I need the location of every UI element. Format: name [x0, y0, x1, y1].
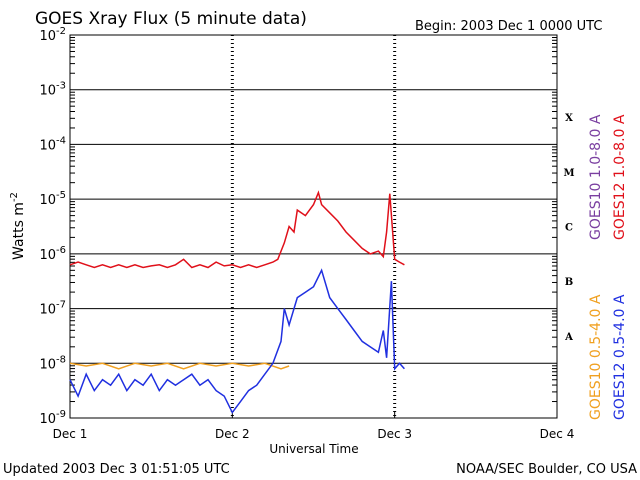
day-ticks — [230, 35, 397, 418]
y-axis-label: Watts m-2 — [9, 192, 27, 260]
flare-class-labels: X M C B A — [563, 113, 574, 343]
series-line — [69, 190, 405, 269]
chart-title: GOES Xray Flux (5 minute data) — [35, 9, 307, 29]
y-axis-label-text: Watts m — [11, 202, 27, 260]
legend-entry: GOES12 0.5-4.0 A — [612, 294, 628, 420]
x-tick-label: Dec 2 — [215, 427, 250, 441]
y-tick-label: 10-2 — [39, 26, 66, 44]
flare-class-label: A — [564, 332, 573, 343]
footer-source: NOAA/SEC Boulder, CO USA — [456, 462, 637, 477]
y-tick-label: 10-4 — [39, 135, 66, 153]
series-line — [69, 362, 290, 370]
legend-entry: GOES10 1.0-8.0 A — [588, 114, 604, 240]
series-line — [69, 268, 405, 414]
y-tick-label: 10-6 — [39, 245, 66, 263]
x-axis-label: Universal Time — [269, 442, 358, 456]
flare-class-label: X — [565, 113, 573, 124]
x-tick-label: Dec 4 — [540, 427, 575, 441]
plot-frame — [69, 34, 558, 419]
grid-lines — [70, 89, 557, 364]
legend: GOES10 1.0-8.0 A GOES12 1.0-8.0 A GOES10 0… — [588, 114, 628, 420]
begin-label: Begin: 2003 Dec 1 0000 UTC — [415, 19, 602, 34]
legend-entry: GOES10 0.5-4.0 A — [588, 294, 604, 420]
y-tick-label: 10-9 — [39, 409, 66, 427]
x-tick-label: Dec 1 — [53, 427, 88, 441]
y-tick-label: 10-3 — [39, 81, 66, 99]
series-lines — [69, 190, 405, 414]
y-tick-label: 10-7 — [39, 300, 66, 318]
x-tick-labels: Dec 1 Dec 2 Dec 3 Dec 4 — [53, 412, 575, 441]
legend-entry: GOES12 1.0-8.0 A — [612, 114, 628, 240]
x-tick-label: Dec 3 — [377, 427, 412, 441]
y-axis-label-sup: -2 — [9, 192, 20, 202]
flare-class-label: C — [565, 223, 573, 234]
footer-updated: Updated 2003 Dec 3 01:51:05 UTC — [3, 462, 230, 477]
y-tick-label: 10-8 — [39, 354, 66, 372]
svg-text:Watts m-2: Watts m-2 — [9, 192, 27, 260]
y-tick-labels: 10-2 10-3 10-4 10-5 10-6 10-7 10-8 10-9 — [39, 26, 557, 427]
flare-class-label: B — [565, 277, 573, 288]
y-tick-label: 10-5 — [39, 190, 66, 208]
flare-class-label: M — [563, 168, 574, 179]
